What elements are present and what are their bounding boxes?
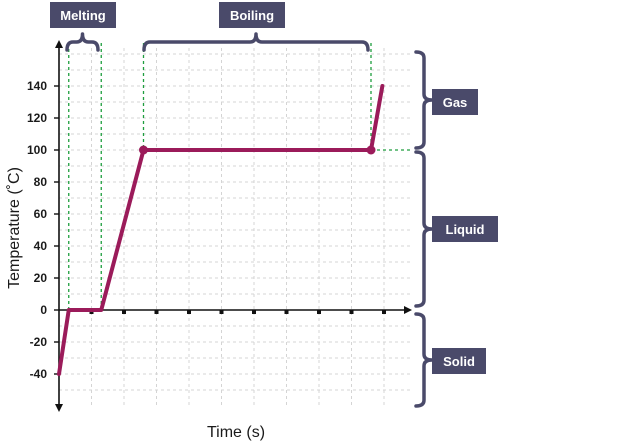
y-tick-label: 20 (34, 271, 48, 285)
solid-bracket (414, 312, 434, 408)
phase-brackets (65, 32, 434, 408)
solid-label-box (432, 348, 486, 374)
axes (54, 40, 412, 412)
x-tick-mark (154, 310, 159, 314)
y-tick-label: 100 (27, 143, 47, 157)
grid-lines (59, 48, 410, 405)
liquid-label-box (432, 216, 498, 242)
gas-label: Gas (443, 95, 468, 110)
phase-change-point (139, 145, 148, 155)
x-tick-mark (284, 310, 289, 314)
y-tick-label: 80 (34, 175, 48, 189)
y-tick-labels: -40 -20 0 20 40 60 80 100 120 140 (27, 79, 47, 381)
y-tick-label: 0 (40, 303, 47, 317)
x-tick-mark (252, 310, 256, 314)
guide-lines (68, 43, 412, 310)
heating-curve-line (57, 84, 385, 376)
series-layer (57, 84, 385, 376)
boiling-label: Boiling (230, 8, 274, 23)
gas-label-box (432, 89, 478, 115)
boiling-label-box (219, 2, 285, 28)
melting-bracket (65, 32, 100, 52)
x-tick-mark (317, 310, 321, 314)
x-tick-mark (219, 310, 224, 314)
liquid-bracket (414, 150, 434, 308)
y-tick-label: 120 (27, 111, 47, 125)
phase-change-point (366, 145, 376, 155)
x-tick-mark (349, 310, 354, 314)
y-axis-arrow-up (55, 40, 63, 48)
y-tick-label: 40 (34, 239, 48, 253)
y-tick-label: -20 (30, 335, 48, 349)
x-axis-arrow (404, 306, 412, 314)
y-axis-arrow-down (55, 404, 63, 412)
y-tick-label: 140 (27, 79, 47, 93)
y-axis-title: Temperature (˚C) (6, 167, 23, 289)
y-tick-label: 60 (34, 207, 48, 221)
melting-label: Melting (60, 8, 106, 23)
liquid-label: Liquid (446, 222, 485, 237)
solid-label: Solid (443, 354, 475, 369)
x-tick-mark (187, 310, 191, 314)
gas-bracket (414, 50, 434, 150)
x-tick-mark (122, 310, 126, 314)
boiling-bracket (142, 32, 370, 52)
x-axis-title: Time (s) (207, 424, 265, 441)
melting-label-box (50, 2, 116, 28)
x-tick-mark (382, 310, 386, 314)
y-tick-label: -40 (30, 367, 48, 381)
